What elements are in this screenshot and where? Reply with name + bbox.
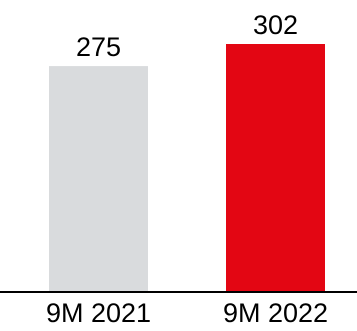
category-label-2: 9M 2022 (223, 298, 328, 328)
value-label-1: 275 (76, 32, 121, 62)
category-label-1: 9M 2021 (46, 298, 151, 328)
category-labels-group: 9M 2021 9M 2022 (46, 298, 328, 328)
value-label-2: 302 (253, 10, 298, 40)
bar-1 (49, 66, 148, 291)
bar-2 (226, 44, 325, 291)
bars-group (49, 44, 325, 291)
value-labels-group: 275 302 (76, 10, 298, 62)
